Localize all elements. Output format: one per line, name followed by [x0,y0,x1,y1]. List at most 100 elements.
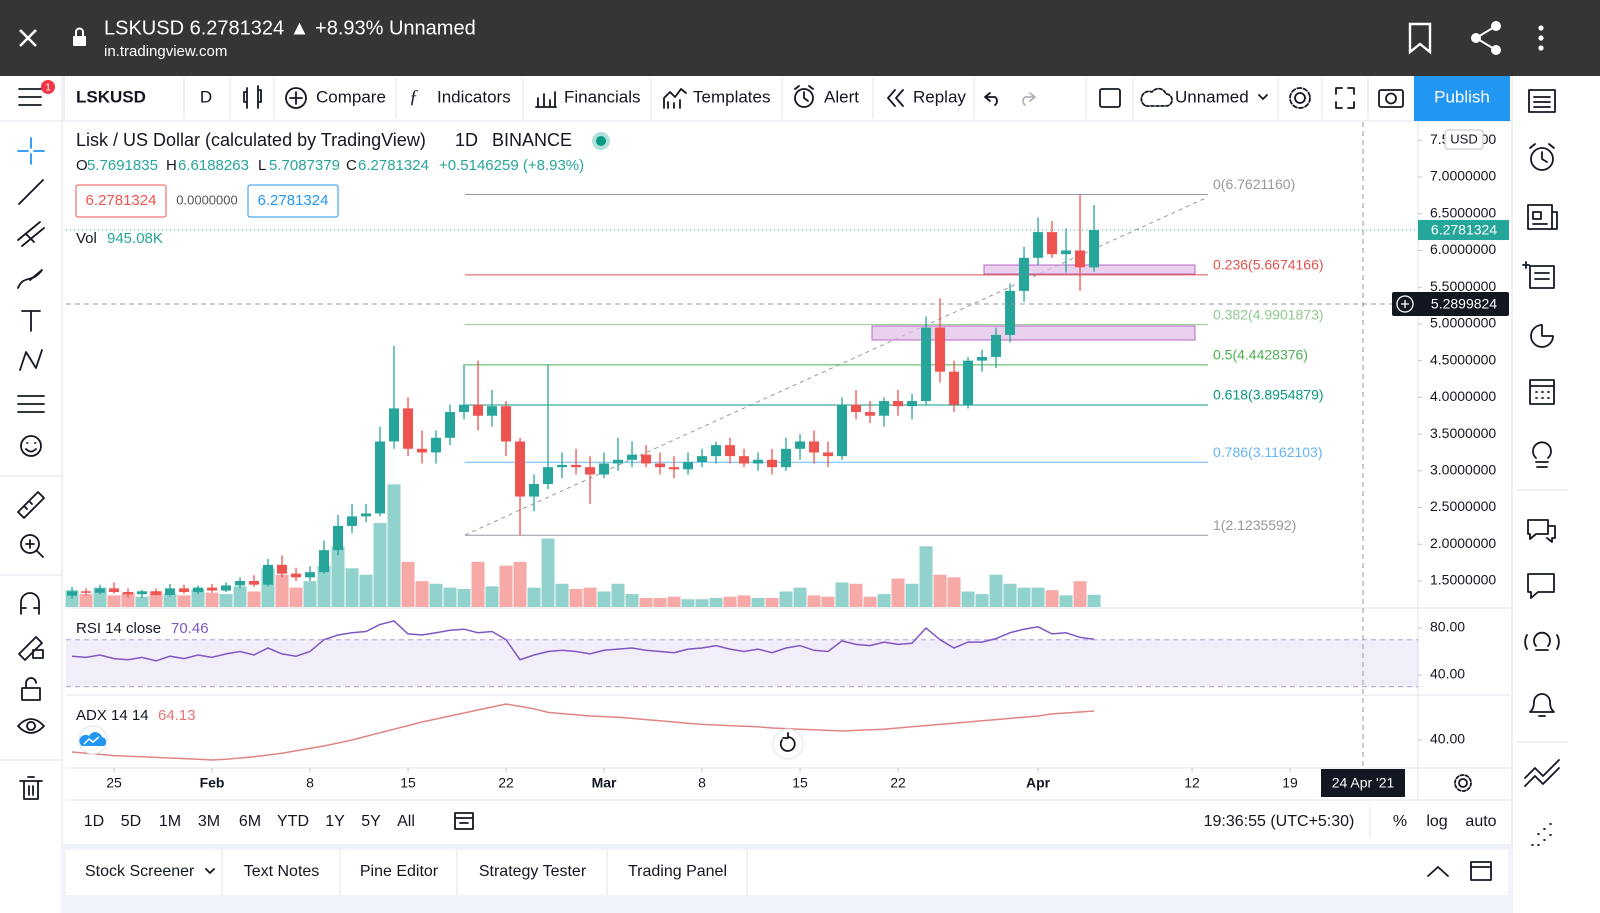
volume-label: Vol [76,230,97,247]
templates-button[interactable]: Templates [693,87,770,106]
trend-line-tool[interactable] [18,179,44,205]
y-tick-label: 7.0000000 [1430,168,1496,184]
hide-tool[interactable] [17,718,45,734]
share-button[interactable] [1471,21,1501,55]
bookmark-button[interactable] [1408,22,1432,55]
sell-price[interactable]: 6.2781324 [86,192,157,209]
brush-tool[interactable] [17,269,43,289]
settings-button[interactable] [1289,87,1311,109]
range-button[interactable]: All [397,813,415,830]
text-tool[interactable] [21,310,41,332]
candle-body [767,459,778,468]
y-tick-label: 5.5000000 [1430,278,1496,294]
publish-button[interactable]: Publish [1434,87,1490,106]
notifications-button[interactable] [1529,693,1555,717]
candle-body [445,412,456,438]
range-button[interactable]: 1Y [325,813,345,830]
pattern-tool[interactable] [19,349,43,371]
public-chat-button[interactable] [1527,573,1555,599]
calendar-button[interactable] [1530,324,1554,348]
reset-button[interactable] [772,728,804,760]
percent-toggle[interactable]: % [1393,813,1407,830]
hamburger-button[interactable]: 1 [18,80,55,106]
financials-button[interactable]: Financials [564,87,641,106]
volume-value: 945.08K [107,230,163,247]
zoom-tool[interactable] [20,534,40,554]
interval-button[interactable]: D [200,87,212,106]
candle-body [1089,230,1100,268]
page-title: LSKUSD 6.2781324 ▲ +8.93% Unnamed [104,17,476,39]
candle-body [473,404,484,416]
candle-body [487,406,498,416]
stay-drawing-tool[interactable] [18,636,44,661]
left-toolbar [0,137,62,800]
undo-button[interactable] [984,92,998,106]
alert-button[interactable]: Alert [824,87,859,106]
layout-square-button[interactable] [1099,88,1121,108]
chart-style-button[interactable] [243,85,262,109]
close-button[interactable] [19,29,37,47]
buy-price[interactable]: 6.2781324 [258,192,329,209]
candle-body [123,592,134,595]
fib-tool[interactable] [17,221,45,247]
axis-settings-button[interactable] [1454,774,1472,792]
tab[interactable]: Text Notes [244,863,320,880]
ideas-button[interactable] [1532,441,1552,468]
redo-button[interactable] [1022,92,1036,106]
range-button[interactable]: 5D [121,813,141,830]
tab-dropdown[interactable] [205,868,215,874]
x-tick-label: 22 [498,775,514,791]
go-to-date-button[interactable] [454,812,474,830]
range-button[interactable]: 6M [239,813,261,830]
toolbar-separators [63,76,1369,121]
range-button[interactable]: 5Y [361,813,381,830]
buy-button[interactable] [247,184,339,218]
volume-bar [821,596,835,607]
streams-button[interactable] [1524,631,1560,651]
indicators-button[interactable]: Indicators [437,87,511,106]
range-button[interactable]: 1D [84,813,104,830]
emoji-tool[interactable] [20,435,42,457]
chats-button[interactable] [1527,519,1556,543]
candle-body [739,456,750,464]
hotlist-button[interactable] [1522,261,1555,289]
prediction-tool[interactable] [17,395,45,413]
candle-body [935,327,946,372]
auto-toggle[interactable]: auto [1465,813,1496,830]
trading-button[interactable] [1524,759,1560,787]
tab[interactable]: Strategy Tester [479,863,587,880]
layout-dropdown[interactable] [1258,94,1268,100]
dom-button[interactable] [1531,823,1552,846]
tab[interactable]: Pine Editor [360,863,439,880]
measure-tool[interactable] [17,491,45,519]
collapse-button[interactable] [1427,866,1449,877]
volume-bar [1087,594,1101,607]
range-button[interactable]: 1M [159,813,181,830]
fullscreen-button[interactable] [1335,87,1355,109]
candle-body [823,452,834,457]
tab[interactable]: Stock Screener [85,863,195,880]
replay-button[interactable]: Replay [913,87,966,106]
magnet-tool[interactable] [20,592,40,615]
news-button[interactable] [1527,204,1558,230]
range-button[interactable]: YTD [277,813,309,830]
candle-body [1061,250,1072,255]
maximize-button[interactable] [1470,861,1492,881]
lock-tool[interactable] [21,677,41,701]
log-toggle[interactable]: log [1426,813,1447,830]
compare-button[interactable]: Compare [316,87,386,106]
layout-name-button[interactable]: Unnamed [1175,87,1249,106]
range-button[interactable]: 3M [198,813,220,830]
candle-body [907,401,918,407]
calendar-grid-button[interactable] [1529,379,1555,405]
publish-button-bg[interactable] [1414,76,1510,121]
alerts-button[interactable] [1530,147,1554,171]
crosshair-tool[interactable] [17,137,45,165]
symbol-search[interactable]: LSKUSD [76,87,146,106]
sell-button[interactable] [75,184,167,218]
snapshot-button[interactable] [1378,89,1404,108]
delete-tool[interactable] [19,776,43,800]
tab[interactable]: Trading Panel [628,863,727,880]
watchlist-button[interactable] [1528,89,1556,113]
menu-button[interactable] [1538,25,1544,51]
